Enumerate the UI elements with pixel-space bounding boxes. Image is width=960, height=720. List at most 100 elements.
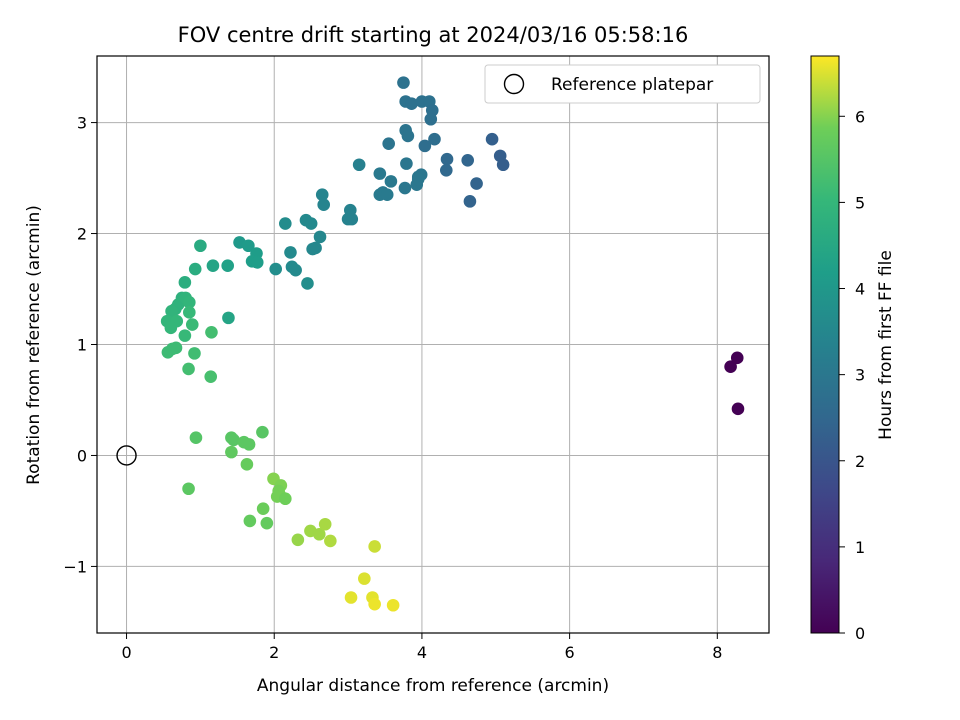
scatter-point <box>242 239 255 253</box>
scatter-point <box>306 242 319 256</box>
scatter-point <box>318 517 332 531</box>
legend-label-reference: Reference platepar <box>551 75 713 95</box>
scatter-point <box>373 167 387 180</box>
scatter-point <box>496 158 510 172</box>
scatter-point <box>205 325 218 339</box>
y-tick-label: 2 <box>77 225 87 244</box>
colorbar-tick-label: 3 <box>855 366 865 385</box>
y-axis-label: Rotation from reference (arcmin) <box>24 205 44 485</box>
scatter-point <box>398 181 412 195</box>
scatter-point <box>424 112 438 126</box>
scatter-point <box>227 433 240 447</box>
scatter-point <box>401 129 415 143</box>
x-tick-label: 4 <box>417 643 427 662</box>
scatter-point <box>185 318 199 331</box>
scatter-point <box>164 321 178 335</box>
scatter-point <box>317 198 331 211</box>
scatter-point <box>461 154 475 167</box>
scatter-point <box>411 172 425 186</box>
scatter-point <box>243 514 257 528</box>
scatter-point <box>358 572 371 585</box>
chart-title: FOV centre drift starting at 2024/03/16 … <box>178 23 689 47</box>
colorbar-tick-label: 0 <box>855 624 865 643</box>
colorbar-tick-label: 4 <box>855 280 865 299</box>
colorbar: 0 1 2 3 4 5 6 Hours from first FF file <box>810 55 896 643</box>
scatter-point <box>206 259 220 273</box>
scatter-point <box>221 259 235 273</box>
scatter-point <box>397 76 410 89</box>
scatter-point <box>485 132 499 146</box>
colorbar-tick-label: 2 <box>855 452 865 471</box>
scatter-point <box>731 402 745 416</box>
reference-platepar-marker <box>116 445 137 466</box>
scatter-point <box>724 360 737 373</box>
scatter-point <box>291 533 305 547</box>
scatter-point <box>183 306 196 319</box>
scatter-point <box>188 262 202 276</box>
legend-box <box>484 64 761 104</box>
scatter-point <box>380 188 394 202</box>
scatter-point <box>182 362 195 376</box>
gridlines <box>97 56 769 633</box>
scatter-point <box>178 276 192 289</box>
scatter-point <box>169 341 183 355</box>
x-tick-label: 6 <box>565 643 575 662</box>
scatter-point <box>470 177 483 190</box>
colorbar-tick-label: 6 <box>855 107 865 126</box>
scatter-point <box>250 256 264 269</box>
legend: Reference platepar <box>484 64 761 104</box>
colorbar-tick-label: 5 <box>855 193 865 212</box>
x-tick-label: 8 <box>712 643 722 662</box>
scatter-point <box>183 296 196 309</box>
scatter-point <box>304 217 318 230</box>
scatter-point <box>439 163 453 177</box>
scatter-point <box>222 311 235 325</box>
scatter-point <box>165 304 178 318</box>
colorbar-label: Hours from first FF file <box>876 250 896 440</box>
y-tick-label: 0 <box>77 446 87 465</box>
scatter-point <box>279 217 292 230</box>
scatter-point <box>194 239 207 253</box>
scatter-point <box>312 527 326 541</box>
data-points <box>116 76 745 612</box>
scatter-point <box>324 534 337 548</box>
scatter-point <box>418 139 432 153</box>
scatter-point <box>242 438 256 451</box>
y-tick-label: −1 <box>63 557 87 576</box>
scatter-point <box>428 132 441 146</box>
x-axis-label: Angular distance from reference (arcmin) <box>257 676 609 696</box>
scatter-point <box>400 157 413 170</box>
scatter-point <box>256 425 269 439</box>
scatter-point <box>405 97 418 111</box>
scatter-point <box>279 492 292 506</box>
scatter-point <box>188 347 201 360</box>
scatter-point <box>440 152 454 166</box>
scatter-point <box>256 502 270 516</box>
x-tick-label: 0 <box>121 643 131 662</box>
scatter-point <box>463 195 477 208</box>
y-tick-label: 3 <box>77 114 87 133</box>
scatter-point <box>301 277 314 290</box>
scatter-point <box>344 591 358 604</box>
scatter-point <box>204 370 218 383</box>
colorbar-ticks: 0 1 2 3 4 5 6 <box>839 107 865 643</box>
scatter-point <box>382 137 395 150</box>
scatter-point <box>260 516 274 530</box>
scatter-point <box>178 329 192 342</box>
scatter-point <box>730 351 744 365</box>
colorbar-gradient <box>810 55 840 634</box>
colorbar-tick-label: 1 <box>855 538 865 557</box>
legend-marker-reference <box>503 73 525 95</box>
scatter-point <box>284 246 297 259</box>
scatter-point <box>368 597 381 611</box>
scatter-point <box>315 188 329 202</box>
y-tick-label: 1 <box>77 336 87 355</box>
scatter-point <box>240 458 254 471</box>
scatter-point <box>386 598 400 612</box>
scatter-point <box>384 175 398 188</box>
scatter-point <box>352 158 366 172</box>
scatter-point <box>289 263 302 277</box>
scatter-point <box>341 212 355 226</box>
scatter-point <box>269 262 283 276</box>
